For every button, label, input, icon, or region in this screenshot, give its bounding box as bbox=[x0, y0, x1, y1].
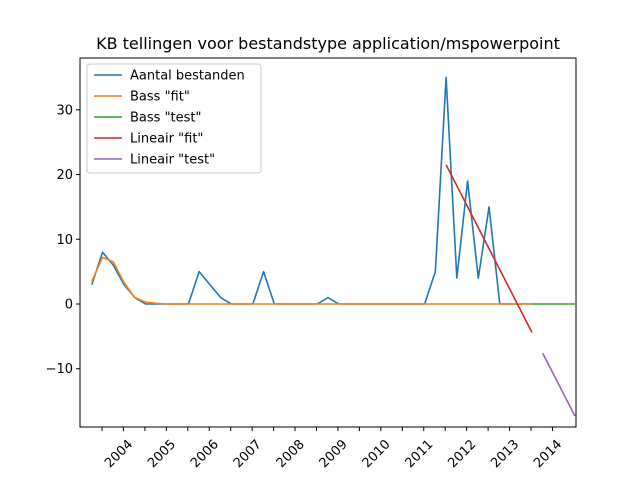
series-line-3 bbox=[445, 164, 533, 333]
legend-label-3: Lineair "fit" bbox=[130, 132, 203, 147]
y-tick-label-3: 20 bbox=[56, 168, 73, 183]
series-line-1 bbox=[91, 256, 532, 305]
y-tick-label-1: 0 bbox=[65, 298, 73, 313]
legend-label-4: Lineair "test" bbox=[130, 153, 215, 168]
legend-box bbox=[86, 63, 262, 174]
y-axis: −10 0 10 20 30 bbox=[46, 103, 80, 377]
chart-title: KB tellingen voor bestandstype applicati… bbox=[96, 34, 560, 53]
legend-label-2: Bass "test" bbox=[130, 111, 202, 126]
series-line-4 bbox=[542, 352, 576, 417]
y-tick-label-0: −10 bbox=[46, 362, 73, 377]
legend-label-1: Bass "fit" bbox=[130, 90, 190, 105]
legend: Aantal bestanden Bass "fit" Bass "test" Lin… bbox=[86, 63, 262, 174]
y-tick-label-2: 10 bbox=[56, 233, 73, 248]
series-layer bbox=[91, 76, 576, 417]
plot-frame bbox=[79, 57, 577, 428]
legend-label-0: Aantal bestanden bbox=[130, 69, 245, 84]
y-tick-label-4: 30 bbox=[56, 103, 73, 118]
